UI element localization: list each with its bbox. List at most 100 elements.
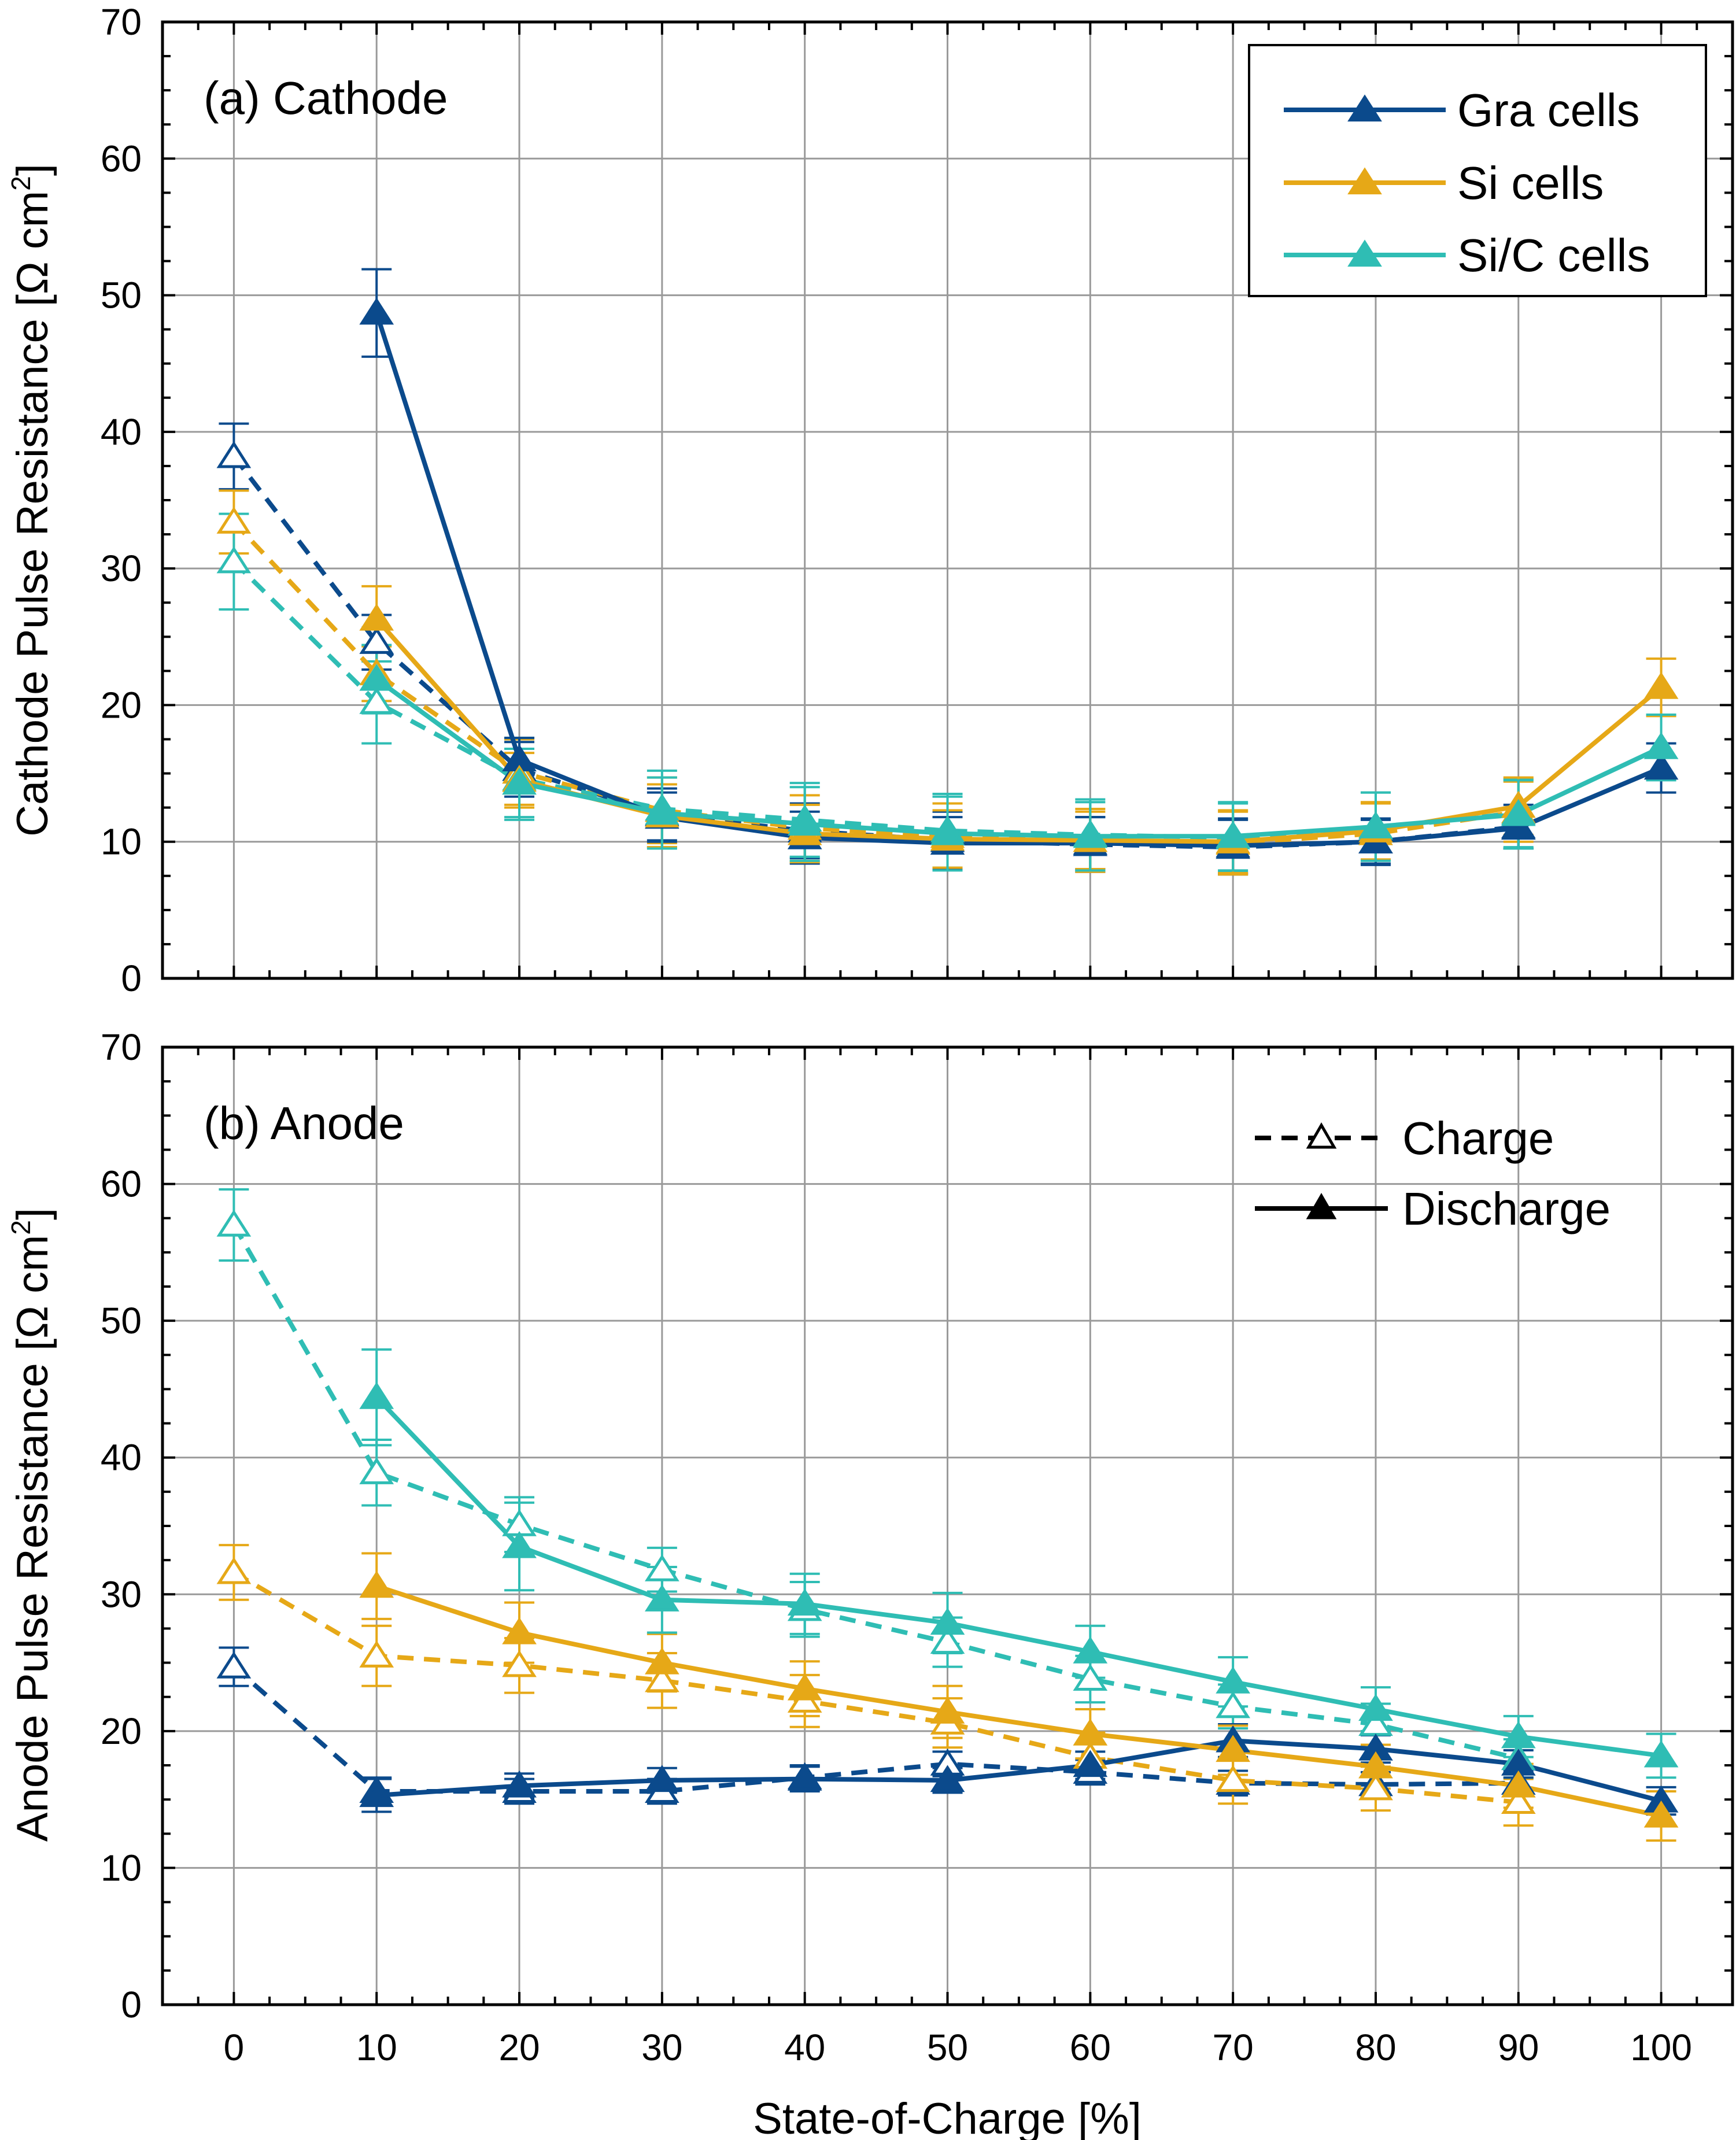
marker-b-si-cells-discharge-100 — [1643, 1800, 1679, 1828]
marker-b-si-c-cells-discharge-30 — [644, 1584, 679, 1612]
marker-a-gra-cells-charge-0 — [216, 441, 252, 468]
panel-b-x-tick-labels: 0 10 20 30 40 50 60 70 80 90 100 — [224, 2027, 1692, 2068]
legend-charge-marker — [1306, 1122, 1337, 1149]
marker-b-si-cells-discharge-10 — [359, 1570, 394, 1598]
x-tick-label-10: 10 — [356, 2027, 397, 2068]
panel-b-label: (b) Anode — [204, 1097, 404, 1149]
panel-b-legend: Charge Discharge — [1255, 1112, 1611, 1235]
marker-a-si-c-cells-discharge-80 — [1358, 811, 1393, 838]
legend-discharge-label: Discharge — [1402, 1183, 1611, 1235]
panel-a-series-lines — [232, 312, 1663, 850]
marker-b-si-c-cells-discharge-20 — [502, 1531, 537, 1558]
marker-b-gra-cells-discharge-10 — [359, 1780, 394, 1808]
panel-b-markers — [216, 1209, 1679, 1828]
legend-gra-marker — [1347, 94, 1382, 122]
x-tick-label-0: 0 — [224, 2027, 245, 2068]
marker-b-si-cells-charge-30 — [644, 1665, 679, 1692]
y-tick-label-60: 60 — [101, 1163, 142, 1205]
marker-b-si-c-cells-charge-60 — [1073, 1664, 1108, 1691]
panel-a-cathode: 0 10 20 30 40 50 60 70 Cathode Pulse Resistance… — [6, 1, 1734, 999]
marker-b-si-c-cells-discharge-90 — [1501, 1721, 1536, 1749]
marker-a-si-cells-charge-0 — [216, 507, 252, 534]
marker-a-si-cells-discharge-100 — [1643, 672, 1679, 699]
x-tick-label-100: 100 — [1630, 2027, 1692, 2068]
series-line-b-gra-cells-discharge — [376, 1738, 1662, 1803]
marker-b-gra-cells-discharge-50 — [930, 1765, 965, 1792]
panel-a-y-axis-title: Cathode Pulse Resistance [Ω cm2] — [6, 164, 57, 837]
marker-b-si-cells-discharge-90 — [1501, 1770, 1536, 1798]
series-line-b-si-cells-charge — [232, 1570, 1519, 1805]
x-tick-label-20: 20 — [498, 2027, 540, 2068]
panel-b-frame — [161, 1045, 1734, 2006]
marker-a-gra-cells-discharge-100 — [1643, 752, 1679, 780]
marker-b-gra-cells-discharge-40 — [787, 1764, 822, 1791]
marker-b-si-cells-charge-90 — [1501, 1787, 1536, 1814]
x-tick-label-40: 40 — [784, 2027, 825, 2068]
marker-b-si-c-cells-discharge-70 — [1216, 1666, 1251, 1694]
marker-b-si-c-cells-charge-30 — [644, 1554, 679, 1581]
marker-b-gra-cells-charge-0 — [216, 1651, 252, 1679]
y-tick-label-40: 40 — [101, 411, 142, 453]
series-line-b-si-cells-discharge — [375, 1584, 1662, 1819]
legend-sic-marker — [1347, 239, 1382, 267]
y-tick-label-60: 60 — [101, 138, 142, 179]
marker-b-si-c-cells-discharge-40 — [787, 1588, 822, 1616]
series-line-a-si-c-cells-discharge — [375, 677, 1663, 839]
panel-a-y-tick-labels: 0 10 20 30 40 50 60 70 — [101, 1, 142, 999]
marker-b-si-cells-discharge-20 — [502, 1617, 537, 1644]
marker-a-si-c-cells-discharge-60 — [1073, 820, 1108, 848]
marker-b-si-cells-discharge-60 — [1073, 1718, 1108, 1746]
marker-a-si-c-cells-discharge-30 — [644, 797, 679, 825]
marker-b-gra-cells-discharge-20 — [502, 1770, 537, 1798]
marker-b-si-c-cells-discharge-50 — [930, 1607, 965, 1635]
marker-b-si-c-cells-discharge-80 — [1358, 1694, 1393, 1721]
marker-b-si-cells-charge-70 — [1216, 1765, 1251, 1792]
marker-a-si-c-cells-charge-10 — [359, 687, 394, 714]
legend-gra-label: Gra cells — [1457, 84, 1640, 136]
marker-b-si-cells-charge-10 — [359, 1640, 394, 1668]
marker-a-si-c-cells-discharge-100 — [1643, 732, 1679, 759]
y-tick-label-0: 0 — [121, 1984, 142, 2026]
y-tick-label-40: 40 — [101, 1437, 142, 1479]
series-line-b-si-c-cells-charge — [231, 1224, 1519, 1761]
panel-b-anode: 0 10 20 30 40 50 60 70 0 10 20 30 40 50 60 70 80 90 100 A… — [6, 1026, 1734, 2068]
legend-sic-label: Si/C cells — [1457, 230, 1650, 281]
marker-b-si-cells-discharge-70 — [1216, 1735, 1251, 1762]
x-axis-title: State-of-Charge [%] — [753, 2094, 1142, 2140]
marker-b-si-cells-charge-0 — [216, 1557, 252, 1584]
panel-b-y-axis-title: Anode Pulse Resistance [Ω cm2] — [6, 1208, 57, 1842]
series-line-a-gra-cells-charge — [232, 454, 1519, 850]
marker-b-si-cells-discharge-40 — [787, 1673, 822, 1701]
marker-b-si-cells-discharge-30 — [644, 1647, 679, 1675]
panel-a-legend: Gra cells Si cells Si/C cells — [1248, 44, 1707, 297]
marker-a-si-c-cells-discharge-10 — [359, 663, 394, 691]
legend-si-marker — [1347, 167, 1382, 195]
legend-discharge-marker — [1306, 1193, 1337, 1219]
marker-b-si-c-cells-discharge-60 — [1073, 1636, 1108, 1664]
panel-a-label: (a) Cathode — [204, 72, 448, 124]
y-tick-label-30: 30 — [101, 1573, 142, 1615]
marker-a-si-c-cells-discharge-70 — [1216, 820, 1251, 848]
y-tick-label-10: 10 — [101, 821, 142, 863]
marker-b-si-c-cells-charge-10 — [359, 1457, 394, 1484]
y-tick-label-20: 20 — [101, 684, 142, 726]
marker-b-si-cells-charge-20 — [502, 1650, 537, 1677]
y-tick-label-20: 20 — [101, 1710, 142, 1752]
legend-si-label: Si cells — [1457, 157, 1604, 209]
x-tick-label-70: 70 — [1213, 2027, 1254, 2068]
y-tick-label-70: 70 — [101, 1, 142, 43]
series-line-a-gra-cells-discharge — [374, 312, 1663, 848]
marker-b-si-cells-discharge-50 — [930, 1697, 965, 1724]
marker-a-si-c-cells-discharge-40 — [787, 808, 822, 836]
panel-a-frame — [161, 20, 1734, 980]
marker-b-si-cells-charge-80 — [1358, 1773, 1393, 1801]
marker-b-si-c-cells-discharge-100 — [1643, 1740, 1679, 1768]
legend-charge-label: Charge — [1402, 1112, 1554, 1164]
y-tick-label-70: 70 — [101, 1026, 142, 1068]
y-tick-label-50: 50 — [101, 275, 142, 316]
marker-b-si-c-cells-discharge-10 — [359, 1381, 394, 1409]
panel-b-series-lines — [231, 1224, 1662, 1819]
x-tick-label-90: 90 — [1498, 2027, 1539, 2068]
marker-b-gra-cells-discharge-30 — [644, 1765, 679, 1792]
